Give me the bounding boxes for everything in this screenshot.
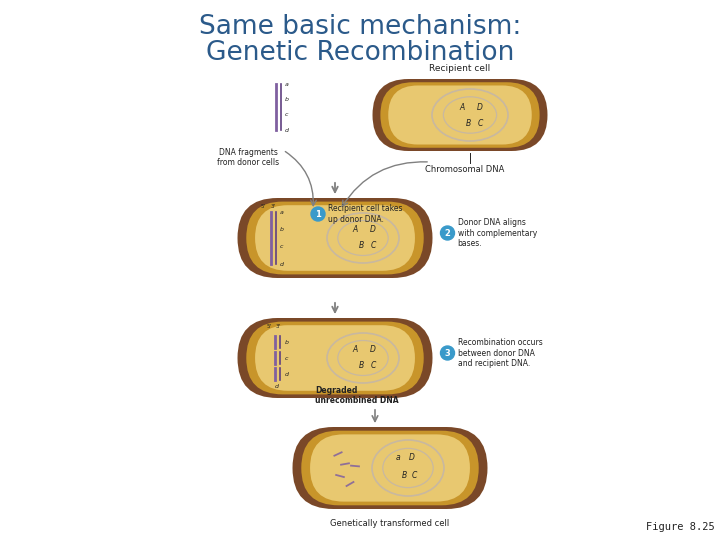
FancyBboxPatch shape <box>238 198 433 278</box>
Circle shape <box>441 226 454 240</box>
FancyBboxPatch shape <box>301 431 479 505</box>
Text: A: A <box>352 226 358 234</box>
Text: C: C <box>370 241 376 251</box>
Text: B: B <box>465 118 471 127</box>
Text: d: d <box>280 261 284 267</box>
Text: B: B <box>401 471 407 481</box>
Text: A: A <box>352 346 358 354</box>
Text: B: B <box>359 361 364 370</box>
Text: A: A <box>459 103 464 111</box>
Text: 3': 3' <box>276 324 281 329</box>
Text: C: C <box>370 361 376 370</box>
Text: Genetic Recombination: Genetic Recombination <box>206 40 514 66</box>
Text: 5': 5' <box>261 204 266 209</box>
Text: c: c <box>280 244 284 249</box>
Text: D: D <box>370 346 376 354</box>
FancyBboxPatch shape <box>238 318 433 398</box>
Text: Recipient cell: Recipient cell <box>429 64 490 73</box>
Text: d: d <box>285 127 289 132</box>
Text: Same basic mechanism:: Same basic mechanism: <box>199 14 521 40</box>
Text: DNA fragments
from donor cells: DNA fragments from donor cells <box>217 148 279 167</box>
Text: 3: 3 <box>445 349 451 358</box>
Text: Chromosomal DNA: Chromosomal DNA <box>426 165 505 174</box>
Text: c: c <box>285 112 289 117</box>
Text: D: D <box>409 454 415 462</box>
FancyBboxPatch shape <box>372 79 547 151</box>
Text: Donor DNA aligns
with complementary
bases.: Donor DNA aligns with complementary base… <box>457 218 536 248</box>
FancyBboxPatch shape <box>388 85 532 145</box>
Circle shape <box>441 346 454 360</box>
FancyBboxPatch shape <box>246 322 424 394</box>
Text: c: c <box>285 355 289 361</box>
Text: C: C <box>477 118 482 127</box>
Text: B: B <box>359 241 364 251</box>
Text: Degraded
unrecombined DNA: Degraded unrecombined DNA <box>315 386 399 405</box>
Text: b: b <box>285 340 289 345</box>
Text: b: b <box>285 97 289 102</box>
Text: d: d <box>275 384 279 389</box>
Text: C: C <box>411 471 417 481</box>
FancyBboxPatch shape <box>255 205 415 271</box>
FancyBboxPatch shape <box>310 434 470 502</box>
Text: D: D <box>370 226 376 234</box>
Text: 1: 1 <box>315 210 321 219</box>
Text: d: d <box>285 372 289 376</box>
Text: Figure 8.25: Figure 8.25 <box>647 522 715 532</box>
Text: b: b <box>280 227 284 232</box>
Text: Genetically transformed cell: Genetically transformed cell <box>330 519 449 528</box>
Text: D: D <box>477 103 483 111</box>
Text: 3': 3' <box>271 204 276 209</box>
Text: Recombination occurs
between donor DNA
and recipient DNA.: Recombination occurs between donor DNA a… <box>457 338 542 368</box>
Text: 5': 5' <box>267 324 272 329</box>
FancyBboxPatch shape <box>380 82 539 148</box>
Text: Recipient cell takes
up donor DNA.: Recipient cell takes up donor DNA. <box>328 204 402 224</box>
Text: a: a <box>285 82 289 86</box>
Text: 2: 2 <box>444 229 451 238</box>
Circle shape <box>311 207 325 221</box>
FancyBboxPatch shape <box>246 201 424 274</box>
Text: a: a <box>396 454 400 462</box>
Text: a: a <box>280 210 284 214</box>
FancyBboxPatch shape <box>292 427 487 509</box>
FancyBboxPatch shape <box>255 325 415 391</box>
